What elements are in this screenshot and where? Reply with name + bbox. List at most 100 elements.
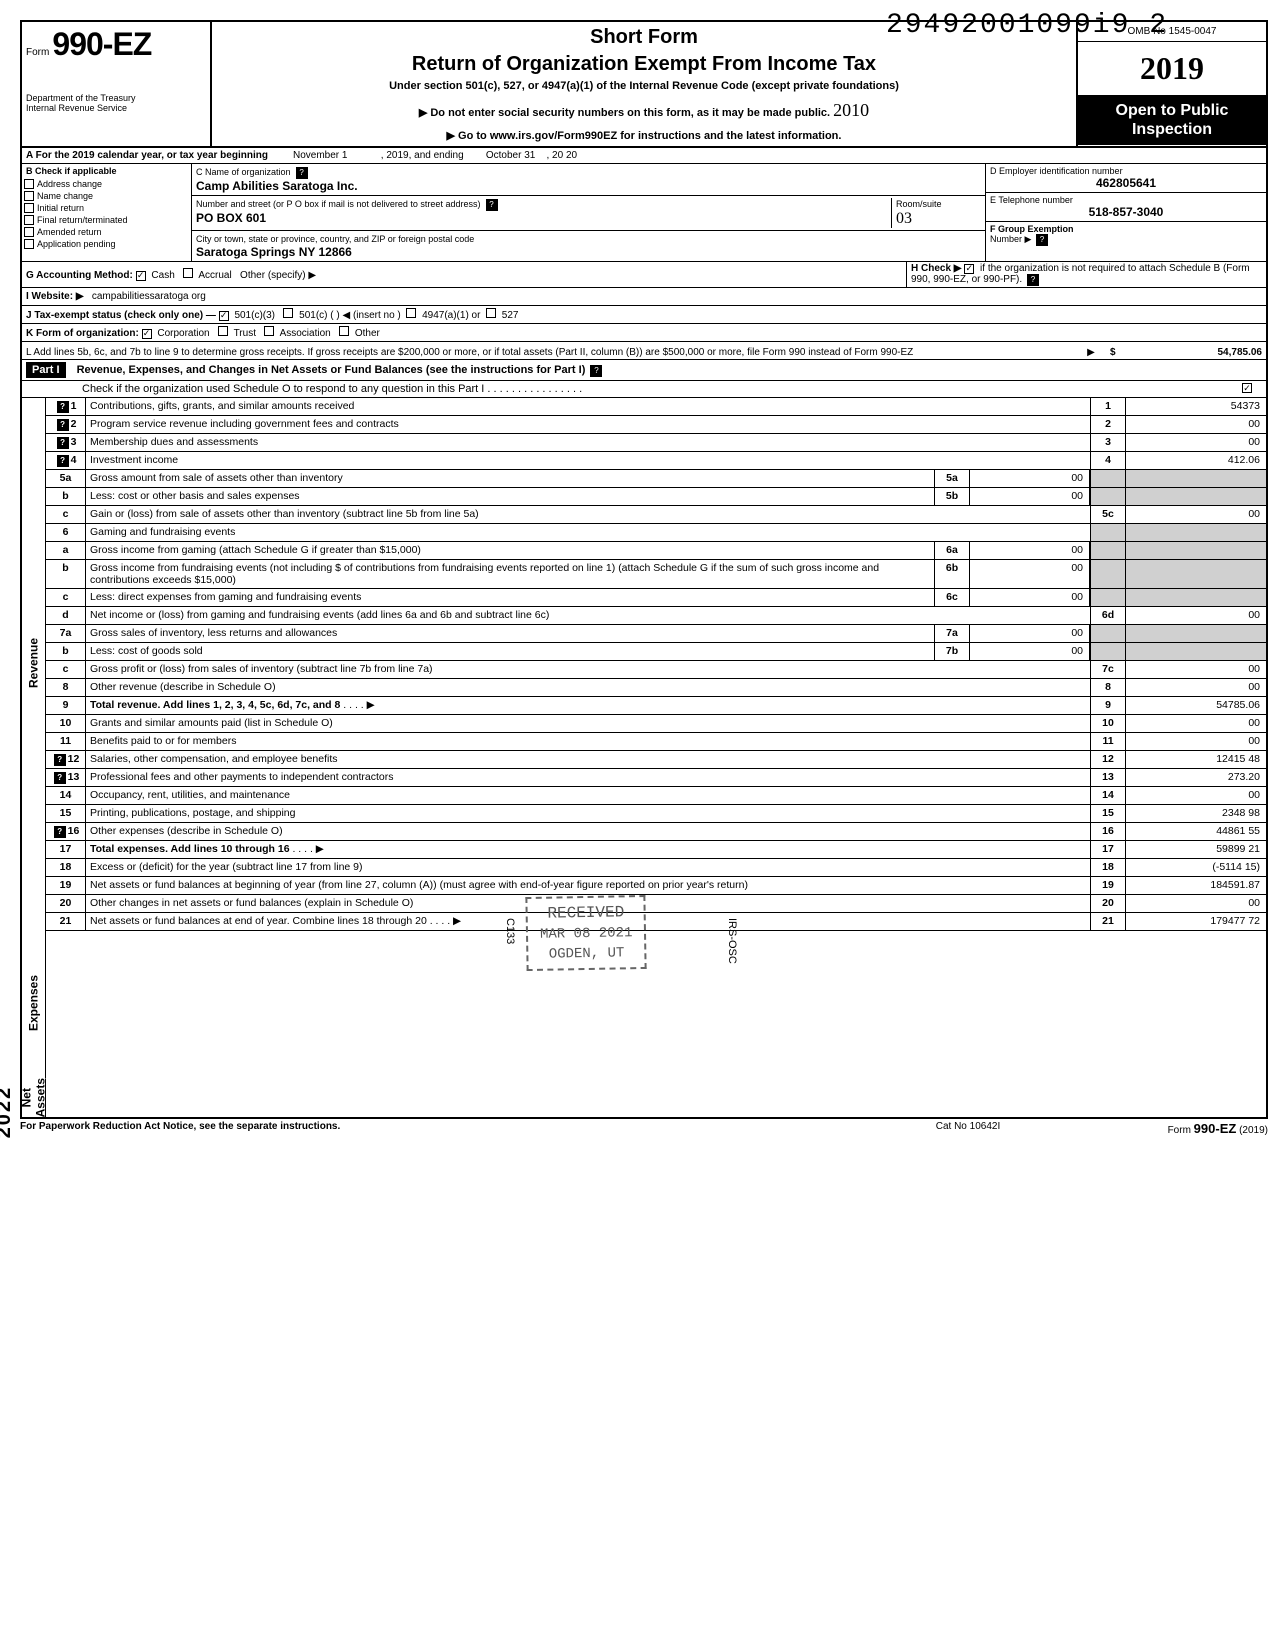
received-stamp: RECEIVED MAR 08 2021 OGDEN, UT	[525, 895, 647, 971]
mid-value: 00	[970, 625, 1090, 642]
part-1-check: Check if the organization used Schedule …	[20, 381, 1268, 398]
line-desc: Investment income	[86, 452, 1090, 469]
line-19: 19Net assets or fund balances at beginni…	[46, 877, 1266, 895]
mid-value: 00	[970, 488, 1090, 505]
line-value: 44861 55	[1126, 823, 1266, 840]
help-icon[interactable]: ?	[57, 455, 69, 467]
check-schedule-o[interactable]	[1242, 383, 1252, 393]
mid-line-number: 6a	[934, 542, 970, 559]
line-6: 6Gaming and fundraising events	[46, 524, 1266, 542]
check-cash[interactable]	[136, 271, 146, 281]
tax-year: 2019	[1078, 42, 1266, 95]
help-icon[interactable]: ?	[54, 826, 66, 838]
line-7a: 7aGross sales of inventory, less returns…	[46, 625, 1266, 643]
check-schedule-b[interactable]	[964, 264, 974, 274]
line-value: 59899 21	[1126, 841, 1266, 858]
right-line-number: 3	[1090, 434, 1126, 451]
help-icon[interactable]: ?	[486, 199, 498, 211]
right-line-number: 5c	[1090, 506, 1126, 523]
line-desc: Other expenses (describe in Schedule O)	[86, 823, 1090, 840]
check-527[interactable]	[486, 308, 496, 318]
website-value: campabilitiessaratoga org	[92, 291, 206, 302]
check-accrual[interactable]	[183, 268, 193, 278]
help-icon[interactable]: ?	[57, 419, 69, 431]
line-number: b	[46, 643, 86, 660]
page-footer: For Paperwork Reduction Act Notice, see …	[20, 1119, 1268, 1138]
help-icon[interactable]: ?	[296, 167, 308, 179]
right-line-number: 19	[1090, 877, 1126, 894]
line-value: 00	[1126, 733, 1266, 750]
check-application-pending[interactable]: Application pending	[22, 238, 191, 250]
line-value: (-5114 15)	[1126, 859, 1266, 876]
line-desc: Contributions, gifts, grants, and simila…	[86, 398, 1090, 415]
line-value: 00	[1126, 434, 1266, 451]
mid-line-number: 7a	[934, 625, 970, 642]
check-name-change[interactable]: Name change	[22, 190, 191, 202]
line-value: 412.06	[1126, 452, 1266, 469]
check-trust[interactable]	[218, 326, 228, 336]
check-association[interactable]	[264, 326, 274, 336]
line-i-website: I Website: ▶ campabilitiessaratoga org	[20, 288, 1268, 306]
line-b: bGross income from fundraising events (n…	[46, 560, 1266, 589]
right-line-number: 7c	[1090, 661, 1126, 678]
line-desc: Printing, publications, postage, and shi…	[86, 805, 1090, 822]
line-value: 00	[1126, 661, 1266, 678]
line-desc: Less: cost of goods sold	[86, 643, 934, 660]
ein: 462805641	[990, 176, 1262, 190]
check-other-org[interactable]	[339, 326, 349, 336]
check-501c3[interactable]	[219, 311, 229, 321]
right-line-number: 6d	[1090, 607, 1126, 624]
line-14: 14Occupancy, rent, utilities, and mainte…	[46, 787, 1266, 805]
line-desc: Less: cost or other basis and sales expe…	[86, 488, 934, 505]
check-final-return[interactable]: Final return/terminated	[22, 214, 191, 226]
line-number: 21	[46, 913, 86, 930]
line-number: 11	[46, 733, 86, 750]
city-state-zip: Saratoga Springs NY 12866	[196, 245, 352, 259]
telephone: 518-857-3040	[990, 205, 1262, 219]
line-number: b	[46, 488, 86, 505]
right-line-number: 1	[1090, 398, 1126, 415]
line-b: bLess: cost of goods sold7b00	[46, 643, 1266, 661]
check-corporation[interactable]	[142, 329, 152, 339]
tracking-number: 29492001099i9 2	[886, 10, 1168, 41]
line-desc: Professional fees and other payments to …	[86, 769, 1090, 786]
right-line-number: 18	[1090, 859, 1126, 876]
check-address-change[interactable]: Address change	[22, 178, 191, 190]
line-desc: Salaries, other compensation, and employ…	[86, 751, 1090, 768]
mid-value: 00	[970, 560, 1090, 588]
help-icon[interactable]: ?	[1027, 274, 1039, 286]
room-suite: 03	[896, 210, 912, 227]
scanned-stamp: SCANNED APR 05 2022	[0, 920, 16, 1138]
check-initial-return[interactable]: Initial return	[22, 202, 191, 214]
help-icon[interactable]: ?	[54, 754, 66, 766]
line-desc: Gross income from gaming (attach Schedul…	[86, 542, 934, 559]
check-4947[interactable]	[406, 308, 416, 318]
line-1: ? 1Contributions, gifts, grants, and simi…	[46, 398, 1266, 416]
right-line-number: 11	[1090, 733, 1126, 750]
mid-line-number: 5a	[934, 470, 970, 487]
line-value: 00	[1126, 895, 1266, 912]
mid-value: 00	[970, 542, 1090, 559]
expenses-label: Expenses	[22, 928, 46, 1078]
ssn-warning: ▶ Do not enter social security numbers o…	[220, 100, 1068, 121]
line-17: 17Total expenses. Add lines 10 through 1…	[46, 841, 1266, 859]
line-g-h: G Accounting Method: Cash Accrual Other …	[20, 262, 1268, 288]
line-desc: Total expenses. Add lines 10 through 16 …	[86, 841, 1090, 858]
line-value: 00	[1126, 787, 1266, 804]
help-icon[interactable]: ?	[57, 437, 69, 449]
line-number: 17	[46, 841, 86, 858]
line-c: cGain or (loss) from sale of assets othe…	[46, 506, 1266, 524]
gross-receipts-value: 54,785.06	[1218, 347, 1263, 358]
check-501c[interactable]	[283, 308, 293, 318]
check-amended-return[interactable]: Amended return	[22, 226, 191, 238]
row-a-tax-year: A For the 2019 calendar year, or tax yea…	[20, 148, 1268, 164]
financial-table: Revenue Expenses Net Assets ?1Contributi…	[20, 398, 1268, 1119]
line-value: 00	[1126, 715, 1266, 732]
line-c: cGross profit or (loss) from sales of in…	[46, 661, 1266, 679]
help-icon[interactable]: ?	[1036, 234, 1048, 246]
help-icon[interactable]: ?	[590, 365, 602, 377]
line-number: 7a	[46, 625, 86, 642]
help-icon[interactable]: ?	[57, 401, 69, 413]
right-line-number: 4	[1090, 452, 1126, 469]
help-icon[interactable]: ?	[54, 772, 66, 784]
